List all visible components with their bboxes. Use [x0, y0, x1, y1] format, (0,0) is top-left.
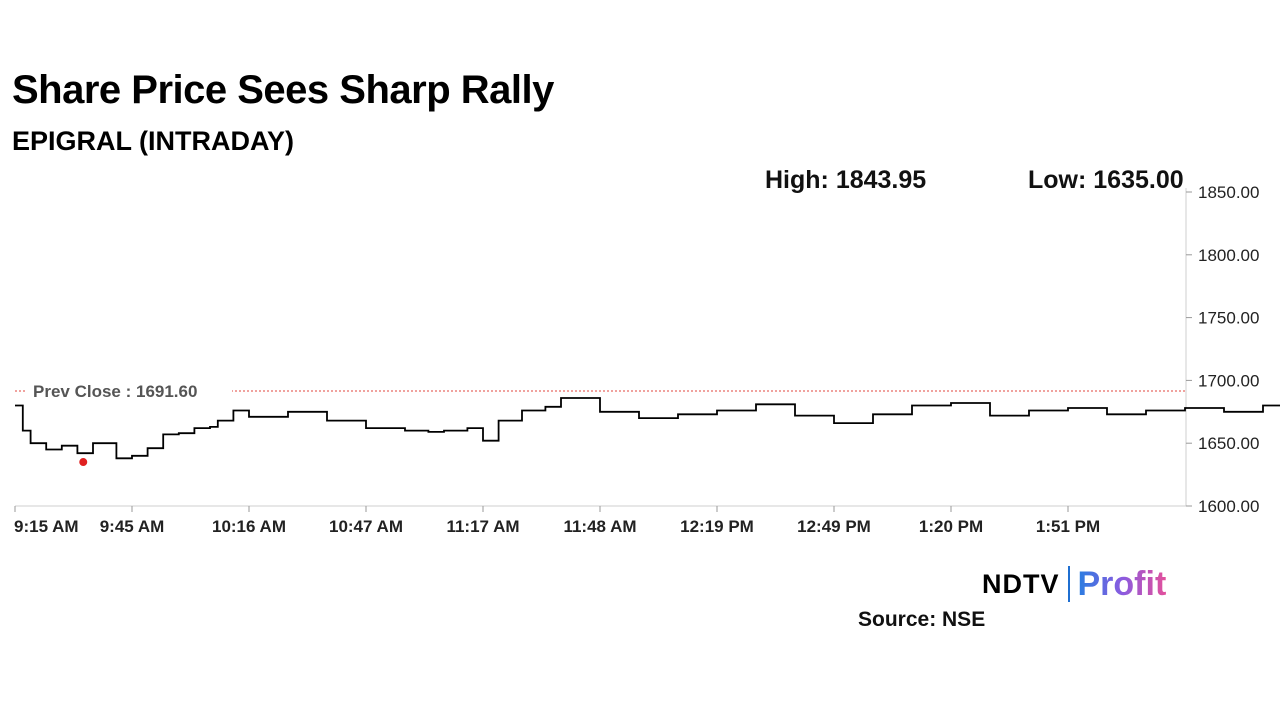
x-tick-label: 11:17 AM — [446, 517, 519, 536]
y-tick-label: 1600.00 — [1198, 497, 1259, 516]
y-tick-label: 1650.00 — [1198, 434, 1259, 453]
x-tick-label: 10:47 AM — [329, 517, 403, 536]
x-tick-label: 9:45 AM — [100, 517, 165, 536]
y-tick-label: 1800.00 — [1198, 246, 1259, 265]
x-tick-label: 1:51 PM — [1036, 517, 1100, 536]
high-stat: High: 1843.95 — [765, 166, 927, 194]
logo-divider — [1067, 566, 1070, 602]
low-marker — [79, 458, 88, 467]
y-tick-label: 1700.00 — [1198, 371, 1259, 390]
x-tick-label: 10:16 AM — [212, 517, 286, 536]
ndtv-profit-logo: NDTV Profit — [982, 562, 1166, 606]
prev-close-label-bg — [26, 378, 232, 401]
y-tick-label: 1850.00 — [1198, 183, 1259, 202]
price-line-layer — [15, 397, 1280, 460]
y-tick-label: 1750.00 — [1198, 309, 1259, 328]
x-tick-label: 12:49 PM — [797, 517, 871, 536]
prev-close-layer: Prev Close : 1691.60 — [15, 378, 1186, 401]
axes-layer: 9:15 AM 9:45 AM 10:16 AM 10:47 AM 11:17 AM 11… — [14, 183, 1259, 536]
x-tick-label: 1:20 PM — [919, 517, 983, 536]
price-line — [15, 397, 1280, 460]
low-stat: Low: 1635.00 — [1028, 166, 1184, 194]
chart-subtitle: EPIGRAL (INTRADAY) — [12, 126, 295, 156]
prev-close-label: Prev Close : 1691.60 — [33, 382, 197, 401]
chart-title: Share Price Sees Sharp Rally — [12, 68, 554, 112]
x-tick-label: 11:48 AM — [563, 517, 636, 536]
source-note: Source: NSE — [858, 608, 986, 631]
profit-wordmark: Profit — [1077, 564, 1167, 603]
ndtv-wordmark: NDTV — [982, 568, 1060, 599]
x-tick-label: 9:15 AM — [14, 517, 79, 536]
x-tick-label: 12:19 PM — [680, 517, 754, 536]
markers-layer: 1779.50⬆ 5.20% — [79, 458, 88, 467]
